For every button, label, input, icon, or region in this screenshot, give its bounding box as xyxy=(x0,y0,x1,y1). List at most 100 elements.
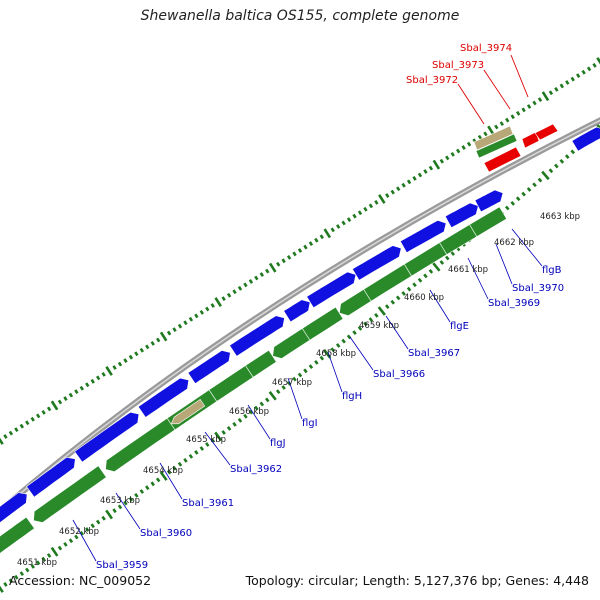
tick xyxy=(25,567,30,573)
tick xyxy=(19,423,24,429)
tick xyxy=(357,210,363,216)
tick xyxy=(570,149,576,155)
tick xyxy=(14,427,19,433)
accession-text: Accession: NC_009052 xyxy=(9,573,152,588)
tick xyxy=(226,292,232,298)
tick xyxy=(445,155,450,161)
tick xyxy=(330,347,335,353)
tick xyxy=(586,66,592,72)
tick xyxy=(576,73,581,79)
tick xyxy=(166,330,172,336)
tick xyxy=(172,465,177,471)
tick xyxy=(8,578,14,584)
tick xyxy=(532,182,537,188)
tick xyxy=(19,571,25,577)
tick xyxy=(374,200,379,205)
tick xyxy=(548,168,554,174)
gene-label: Sbal_3969 xyxy=(488,298,540,309)
tick xyxy=(432,159,441,170)
tick xyxy=(281,258,286,264)
tick xyxy=(68,538,74,544)
gene-boundary xyxy=(469,224,478,237)
forward-gene-arrow xyxy=(351,245,402,281)
tick xyxy=(281,385,286,390)
kbp-label: 4663 kbp xyxy=(540,212,580,222)
gene-boundary xyxy=(363,289,372,302)
tick xyxy=(46,406,52,412)
tick xyxy=(377,306,386,316)
tick xyxy=(150,481,155,487)
gene-label: Sbal_3962 xyxy=(230,464,282,475)
tick xyxy=(504,205,510,211)
topology-text: Topology: circular; Length: 5,127,376 bp… xyxy=(245,573,589,588)
tick xyxy=(237,285,243,291)
tick xyxy=(319,234,324,240)
tick xyxy=(105,509,114,520)
tick xyxy=(521,107,526,113)
tick xyxy=(401,182,406,188)
gene-boundary xyxy=(301,328,311,341)
tick xyxy=(123,500,128,506)
tick xyxy=(35,560,41,566)
tick xyxy=(565,80,570,85)
tick xyxy=(214,431,223,442)
tick xyxy=(292,376,297,382)
gene-boundary xyxy=(439,242,448,255)
tick xyxy=(90,523,95,529)
tick xyxy=(188,454,194,459)
highlight-leader-line xyxy=(510,54,529,98)
tick xyxy=(406,179,412,185)
tick xyxy=(396,186,401,192)
tick xyxy=(432,262,441,272)
tick xyxy=(592,63,597,68)
forward-gene-arrow xyxy=(187,350,231,385)
tick xyxy=(105,366,113,376)
tick xyxy=(417,172,423,178)
tick xyxy=(85,527,90,532)
tick xyxy=(303,244,308,250)
tick xyxy=(423,273,428,279)
tick xyxy=(265,268,270,274)
highlight-gene-arrow xyxy=(483,146,522,173)
tick xyxy=(214,297,222,308)
tick xyxy=(417,277,423,283)
tick xyxy=(275,389,281,395)
tick xyxy=(559,83,564,89)
tick xyxy=(95,519,101,525)
tick xyxy=(314,360,319,365)
tick xyxy=(79,530,85,536)
tick xyxy=(341,220,346,226)
highlight-gene-arrow xyxy=(534,123,559,141)
tick xyxy=(134,493,139,498)
tick xyxy=(487,125,495,136)
kbp-label: 4652 kbp xyxy=(59,527,99,537)
forward-gene-arrow xyxy=(474,189,504,213)
tick xyxy=(461,145,466,150)
tick xyxy=(243,282,248,288)
tick xyxy=(368,317,374,323)
tick xyxy=(96,375,101,381)
kbp-label: 4655 kbp xyxy=(186,435,226,445)
tick xyxy=(335,343,341,348)
kbp-label: 4654 kbp xyxy=(143,466,183,476)
tick xyxy=(74,389,79,395)
leader-line xyxy=(385,315,409,350)
tick xyxy=(128,496,134,502)
tick xyxy=(226,426,232,431)
tick xyxy=(268,262,277,273)
tick xyxy=(237,417,243,423)
tick xyxy=(532,100,537,106)
forward-gene-arrow xyxy=(74,411,140,463)
tick xyxy=(177,323,183,329)
tick xyxy=(194,450,199,455)
tick xyxy=(412,282,417,288)
gene-boundary xyxy=(245,365,254,378)
tick xyxy=(183,457,188,463)
reverse-gene-arrow xyxy=(339,206,508,317)
tick xyxy=(564,154,570,159)
tick xyxy=(232,289,237,295)
tick xyxy=(595,123,600,130)
tick xyxy=(554,86,559,92)
tick xyxy=(505,117,510,123)
tick xyxy=(406,286,412,292)
